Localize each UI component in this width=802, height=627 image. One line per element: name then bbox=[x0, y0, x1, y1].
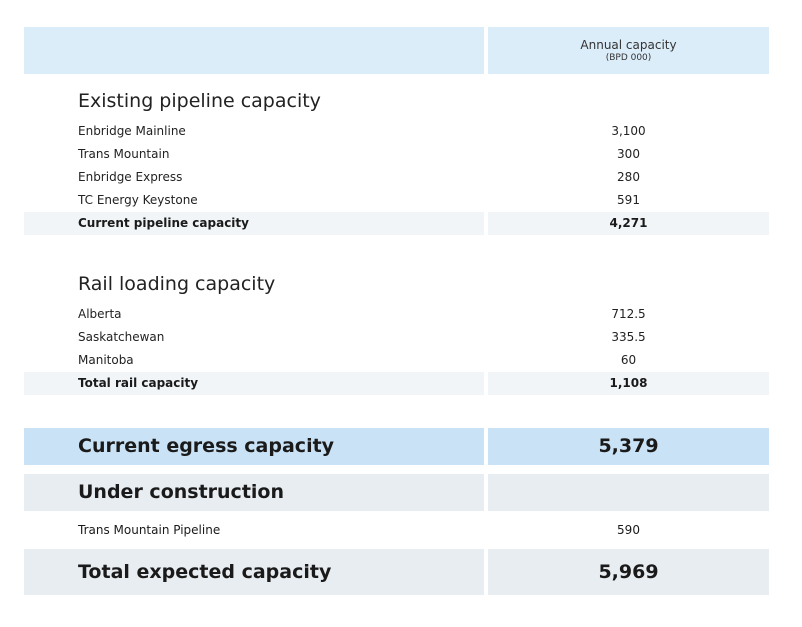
column-title: Annual capacity bbox=[580, 37, 677, 52]
row-value: 591 bbox=[617, 193, 640, 207]
row-label: Manitoba bbox=[78, 353, 134, 367]
row-label: Trans Mountain Pipeline bbox=[78, 523, 221, 537]
table-row: Enbridge Mainline 3,100 bbox=[24, 120, 769, 143]
table-row: Enbridge Express 280 bbox=[24, 166, 769, 189]
section-title-pipeline: Existing pipeline capacity bbox=[78, 90, 321, 112]
total-value: 4,271 bbox=[488, 212, 769, 235]
row-label: TC Energy Keystone bbox=[78, 193, 198, 207]
under-construction-row: Under construction bbox=[24, 474, 769, 511]
under-construction-label: Under construction bbox=[24, 474, 484, 511]
row-label: Saskatchewan bbox=[78, 330, 165, 344]
egress-label: Current egress capacity bbox=[24, 428, 484, 465]
under-construction-value-cell bbox=[488, 474, 769, 511]
row-value: 60 bbox=[620, 353, 637, 367]
pipeline-total-row: Current pipeline capacity 4,271 bbox=[24, 212, 769, 235]
rail-total-row: Total rail capacity 1,108 bbox=[24, 372, 769, 395]
row-label: Enbridge Mainline bbox=[78, 124, 186, 138]
total-value: 1,108 bbox=[488, 372, 769, 395]
table-row: Trans Mountain 300 bbox=[24, 143, 769, 166]
row-value: 335.5 bbox=[611, 330, 646, 344]
column-unit: (BPD 000) bbox=[605, 52, 652, 63]
table-header: Annual capacity (BPD 000) bbox=[24, 27, 769, 74]
expected-value: 5,969 bbox=[488, 549, 769, 595]
table-row: Saskatchewan 335.5 bbox=[24, 326, 769, 349]
table-row: Alberta 712.5 bbox=[24, 303, 769, 326]
egress-value: 5,379 bbox=[488, 428, 769, 465]
expected-row: Total expected capacity 5,969 bbox=[24, 549, 769, 595]
row-value: 3,100 bbox=[611, 124, 646, 138]
header-value-cell: Annual capacity (BPD 000) bbox=[488, 27, 769, 74]
header-label-cell bbox=[24, 27, 484, 74]
row-value: 590 bbox=[617, 523, 640, 537]
table-row: TC Energy Keystone 591 bbox=[24, 189, 769, 212]
row-value: 280 bbox=[617, 170, 640, 184]
capacity-table: Annual capacity (BPD 000) Existing pipel… bbox=[24, 27, 769, 595]
row-value: 300 bbox=[617, 147, 640, 161]
row-value: 712.5 bbox=[611, 307, 646, 321]
expected-label: Total expected capacity bbox=[24, 549, 484, 595]
total-label: Total rail capacity bbox=[24, 372, 484, 395]
row-label: Trans Mountain bbox=[78, 147, 170, 161]
row-label: Alberta bbox=[78, 307, 122, 321]
table-row: Manitoba 60 bbox=[24, 349, 769, 372]
row-label: Enbridge Express bbox=[78, 170, 183, 184]
total-label: Current pipeline capacity bbox=[24, 212, 484, 235]
table-row: Trans Mountain Pipeline 590 bbox=[24, 511, 769, 549]
egress-row: Current egress capacity 5,379 bbox=[24, 428, 769, 465]
section-title-rail: Rail loading capacity bbox=[78, 273, 276, 295]
